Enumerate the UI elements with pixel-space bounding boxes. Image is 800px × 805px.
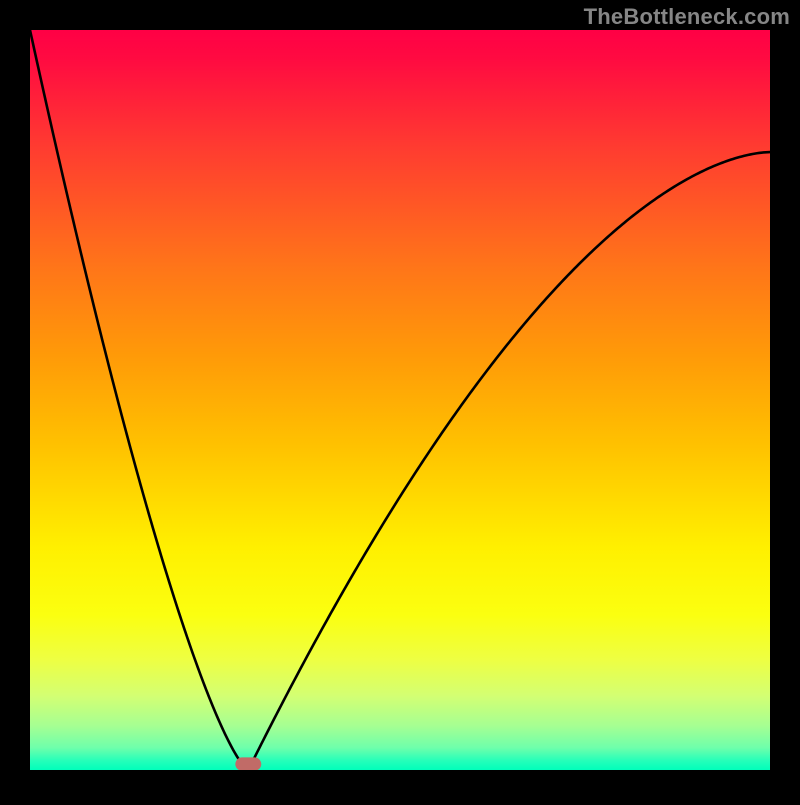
bottleneck-chart (0, 0, 800, 800)
min-bottleneck-marker (235, 757, 261, 770)
chart-frame: TheBottleneck.com (0, 0, 800, 800)
plot-background (30, 30, 770, 770)
watermark-label: TheBottleneck.com (584, 4, 790, 30)
